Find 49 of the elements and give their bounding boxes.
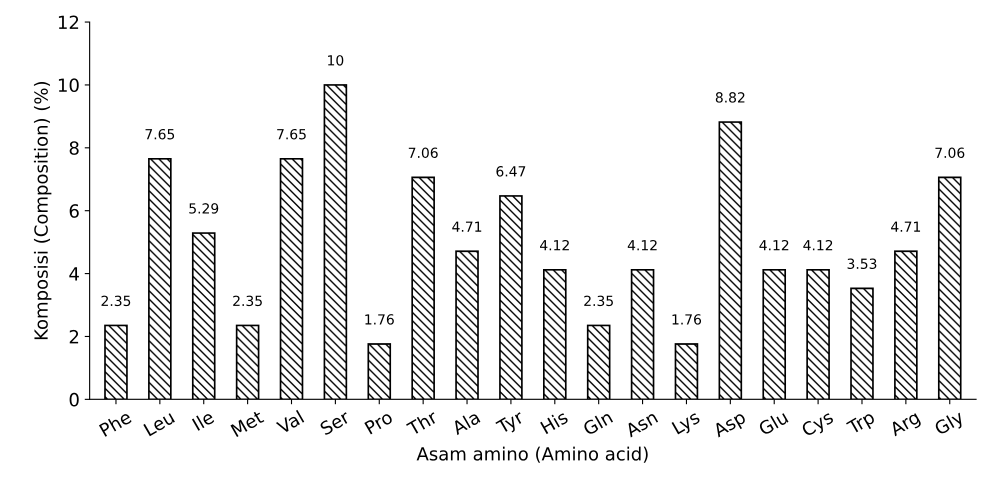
x-tick-label: Gly <box>933 409 967 439</box>
y-tick-label: 2 <box>70 330 78 344</box>
data-label: 4.12 <box>759 240 788 250</box>
data-label: 7.06 <box>408 148 438 158</box>
data-label: 3.53 <box>848 258 876 270</box>
y-axis-title: Komposisi (Composition) (%) <box>34 82 52 340</box>
x-tick-label: Gln <box>582 410 614 436</box>
data-label: 4.71 <box>891 222 920 232</box>
data-label: 4.12 <box>540 240 569 250</box>
x-tick-label: Lys <box>672 410 702 438</box>
y-tick-label: 0 <box>70 392 79 406</box>
data-label: 7.65 <box>146 128 174 140</box>
data-label: 6.47 <box>496 166 526 177</box>
data-label: 4.71 <box>452 222 482 232</box>
x-tick-label: Pro <box>364 410 394 435</box>
data-label: 1.76 <box>672 314 702 325</box>
y-tick-label: 6 <box>70 204 79 218</box>
y-tick-label: 4 <box>69 267 79 280</box>
x-tick-label: Ser <box>319 409 351 436</box>
x-tick-label: Leu <box>143 410 176 436</box>
x-tick-label: Thr <box>406 409 439 436</box>
data-label: 8.82 <box>716 92 744 103</box>
data-label: 10 <box>328 55 344 66</box>
data-label: 4.12 <box>628 240 657 250</box>
y-tick-label: 8 <box>70 141 79 155</box>
data-label: 1.76 <box>365 314 394 325</box>
data-label: 5.29 <box>189 203 218 214</box>
x-tick-label: Glu <box>758 410 789 436</box>
x-tick-label: Asn <box>624 410 658 438</box>
x-tick-label: Ala <box>450 410 481 436</box>
x-tick-label: His <box>540 410 569 434</box>
x-tick-label: Tyr <box>495 410 527 438</box>
data-label: 7.65 <box>277 128 306 140</box>
data-label: 2.35 <box>233 296 262 306</box>
x-tick-label: Val <box>276 410 304 435</box>
data-label: 2.35 <box>102 296 130 306</box>
y-tick-label: 10 <box>58 78 79 92</box>
data-label: 7.06 <box>935 148 964 158</box>
x-tick-label: Asp <box>712 410 748 441</box>
x-axis-title: Asam amino (Amino acid) <box>416 446 648 463</box>
x-tick-label: Cys <box>800 410 836 440</box>
x-tick-label: Phe <box>98 410 132 438</box>
y-tick-label: 12 <box>58 16 78 29</box>
x-tick-label: Trp <box>846 410 878 438</box>
x-tick-label: Ile <box>192 410 215 432</box>
data-label: 4.12 <box>803 240 832 250</box>
x-tick-label: Arg <box>888 410 922 440</box>
x-tick-label: Met <box>230 410 264 438</box>
data-label: 2.35 <box>584 296 613 306</box>
